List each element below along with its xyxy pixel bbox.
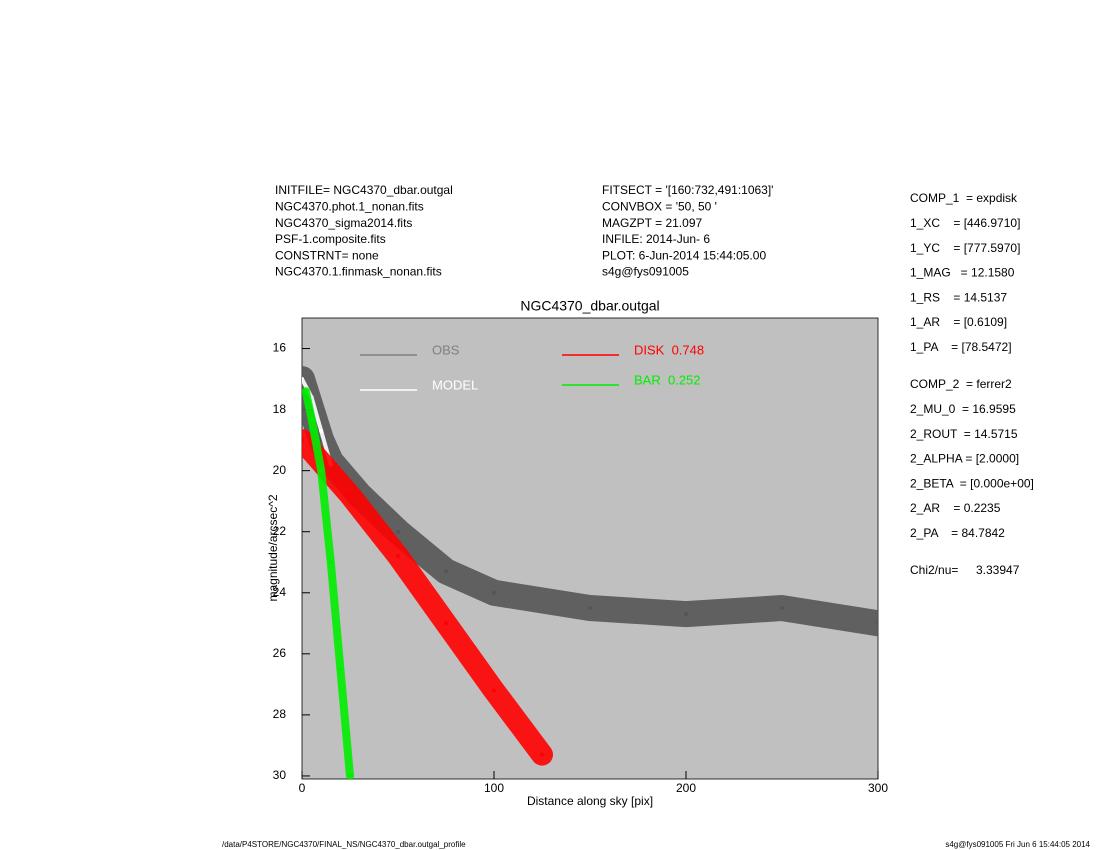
param-line: 2_MU_0 = 16.9595 — [910, 402, 1016, 416]
legend-label: BAR 0.252 — [634, 372, 701, 387]
x-tick-label: 0 — [299, 781, 306, 795]
point — [338, 667, 343, 672]
point — [319, 428, 324, 433]
point — [396, 529, 400, 534]
footer-left: /data/P4STORE/NGC4370/FINAL_NS/NGC4370_d… — [222, 840, 466, 849]
header-line: CONSTRNT= none — [275, 248, 379, 262]
point — [348, 493, 352, 498]
param-line: 2_AR = 0.2235 — [910, 501, 1001, 515]
x-tick-label: 100 — [484, 781, 504, 795]
legend-label: OBS — [432, 342, 460, 357]
point — [444, 621, 448, 626]
chi-value: 3.33947 — [976, 563, 1020, 577]
y-tick-label: 24 — [273, 585, 287, 599]
header-line: s4g@fys091005 — [602, 265, 689, 279]
point — [302, 438, 304, 443]
header-line: NGC4370.phot.1_nonan.fits — [275, 199, 424, 213]
point — [780, 606, 784, 611]
y-tick-label: 30 — [273, 768, 287, 782]
y-axis-label: magnitude/arcsec^2 — [266, 494, 280, 601]
point — [588, 606, 592, 611]
point-cloud — [302, 387, 354, 779]
param-line: 1_MAG = 12.1580 — [910, 266, 1015, 280]
param-line: 2_BETA = [0.000e+00] — [910, 476, 1034, 490]
header-line: NGC4370_sigma2014.fits — [275, 216, 412, 230]
point — [328, 560, 333, 565]
point — [876, 621, 878, 626]
header-line: PLOT: 6-Jun-2014 15:44:05.00 — [602, 248, 766, 262]
point — [309, 416, 314, 421]
header-line: NGC4370.1.finmask_nonan.fits — [275, 265, 442, 279]
header-line: CONVBOX = '50, 50 ' — [602, 199, 717, 213]
point — [396, 554, 400, 559]
param-line: 1_RS = 14.5137 — [910, 290, 1007, 304]
point — [540, 752, 544, 757]
point — [492, 688, 496, 693]
header-line: PSF-1.composite.fits — [275, 232, 386, 246]
chi-label: Chi2/nu= — [910, 563, 958, 577]
y-tick-label: 20 — [273, 463, 287, 477]
header-line: FITSECT = '[160:732,491:1063]' — [602, 183, 773, 197]
y-tick-label: 28 — [273, 707, 287, 721]
x-tick-label: 300 — [868, 781, 888, 795]
point-cloud — [302, 429, 553, 766]
point — [303, 389, 308, 394]
param-line: 1_YC = [777.5970] — [910, 241, 1020, 255]
point — [319, 468, 324, 473]
param-line: 1_AR = [0.6109] — [910, 315, 1007, 329]
point — [348, 773, 352, 778]
y-tick-label: 26 — [273, 646, 287, 660]
y-tick-label: 18 — [273, 402, 287, 416]
legend-label: MODEL — [432, 377, 478, 392]
param-line: 2_PA = 84.7842 — [910, 526, 1005, 540]
legend-label: DISK 0.748 — [634, 342, 704, 357]
x-axis-label: Distance along sky [pix] — [527, 794, 653, 808]
param-line: COMP_1 = expdisk — [910, 191, 1018, 205]
y-tick-label: 22 — [273, 524, 287, 538]
param-line: 1_XC = [446.9710] — [910, 216, 1020, 230]
x-tick-label: 200 — [676, 781, 696, 795]
point — [444, 569, 448, 574]
point — [684, 612, 688, 617]
param-line: 2_ALPHA = [2.0000] — [910, 452, 1019, 466]
param-line: 2_ROUT = 14.5715 — [910, 427, 1018, 441]
y-tick-label: 16 — [273, 341, 287, 355]
param-line: 1_PA = [78.5472] — [910, 340, 1012, 354]
chart-title: NGC4370_dbar.outgal — [520, 298, 659, 314]
param-line: COMP_2 = ferrer2 — [910, 377, 1012, 391]
header-line: MAGZPT = 21.097 — [602, 216, 702, 230]
header-line: INITFILE= NGC4370_dbar.outgal — [275, 183, 453, 197]
point — [492, 590, 496, 595]
header-line: INFILE: 2014-Jun- 6 — [602, 232, 710, 246]
point-cloud — [302, 366, 878, 637]
point — [302, 377, 304, 382]
footer-right: s4g@fys091005 Fri Jun 6 15:44:05 2014 — [945, 840, 1090, 849]
